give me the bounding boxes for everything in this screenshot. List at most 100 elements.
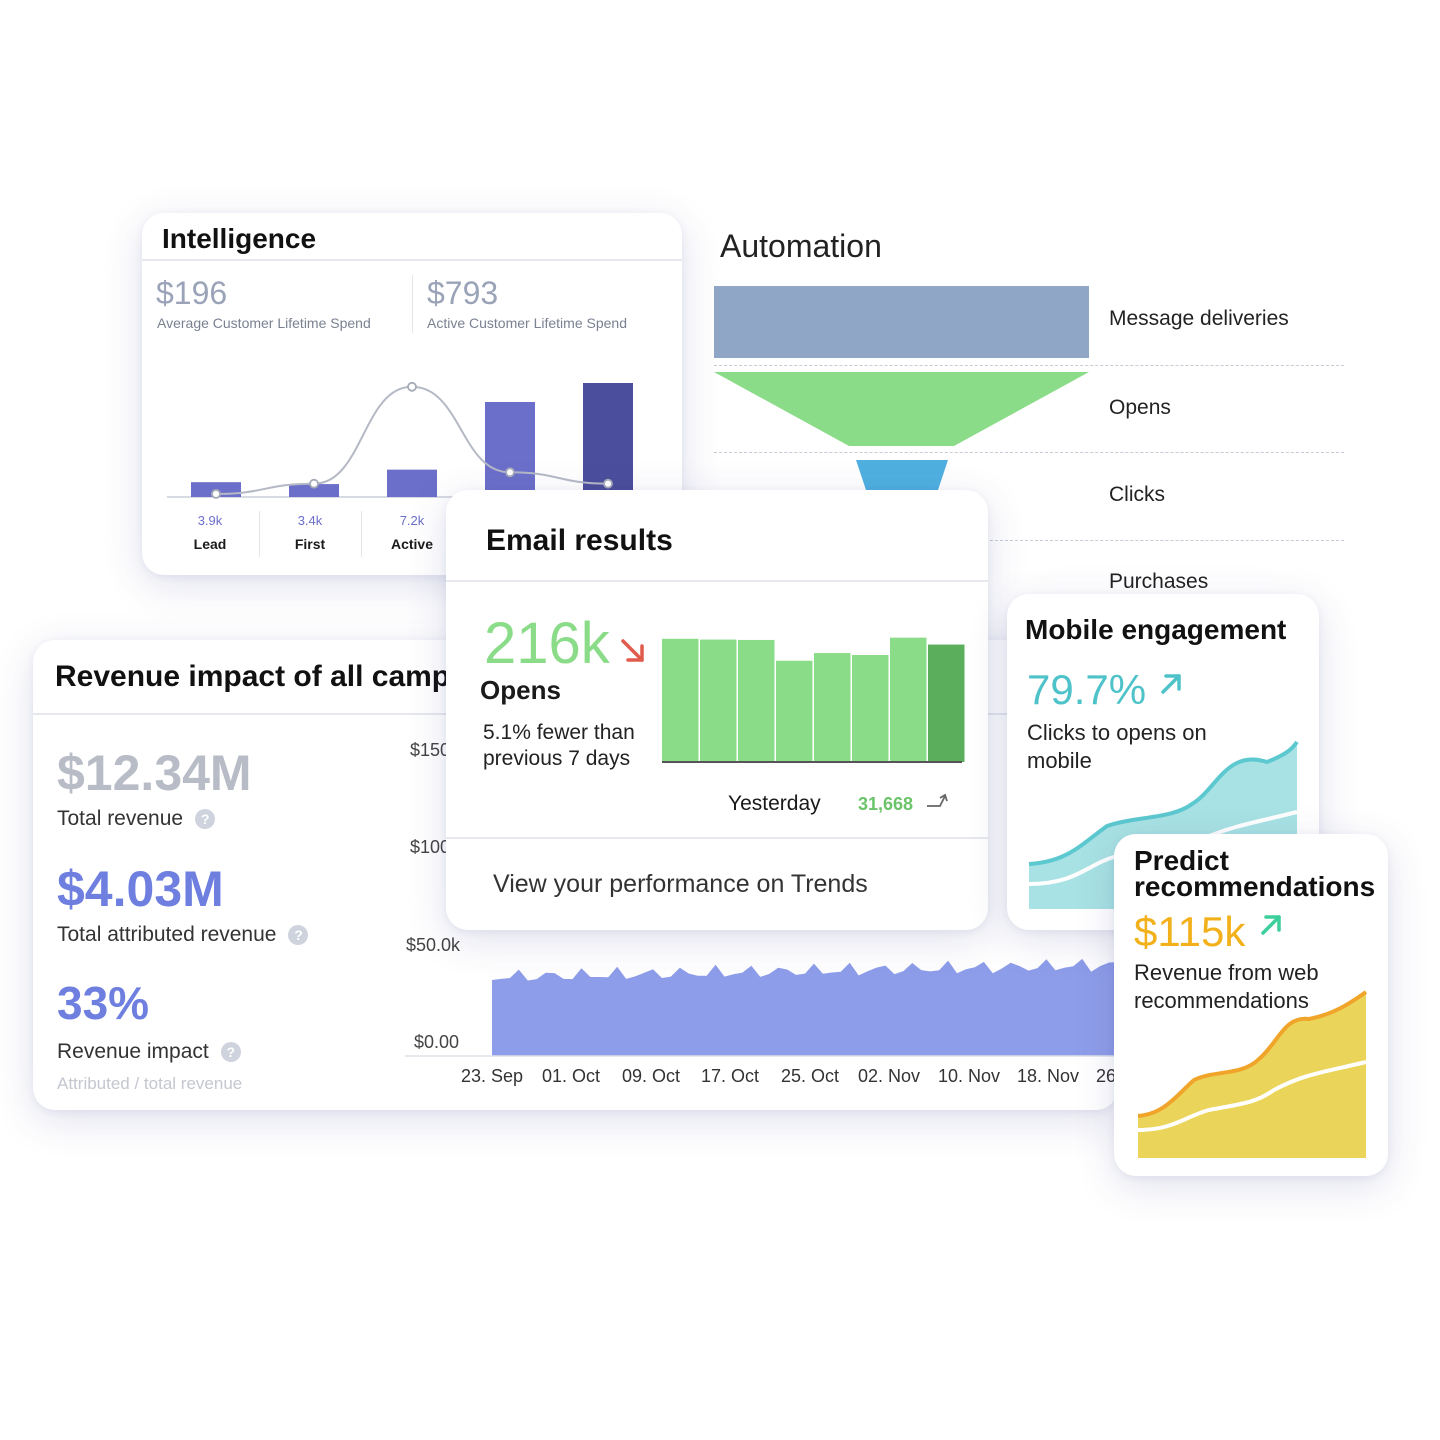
mobile-label: Clicks to opens on mobile <box>1027 720 1207 773</box>
intelligence-card: Intelligence $196 Average Customer Lifet… <box>142 213 682 575</box>
revenue-impact-subtitle: Attributed / total revenue <box>57 1074 243 1093</box>
mobile-engagement-title: Mobile engagement <box>1025 614 1287 645</box>
avg-spend-value: $196 <box>156 275 228 311</box>
arrow-up-right-icon <box>1161 674 1181 694</box>
segment-value: 3.4k <box>297 513 323 528</box>
x-tick: 18. Nov <box>1017 1066 1080 1086</box>
predict-label: Revenue from web recommendations <box>1134 960 1319 1013</box>
funnel-divider <box>714 452 1344 453</box>
curve-point <box>505 467 515 478</box>
total-revenue-label: Total revenue? <box>57 807 216 831</box>
metric-divider <box>412 275 413 333</box>
revenue-impact-text: Revenue impact <box>57 1040 209 1063</box>
revenue-impact-label: Revenue impact? <box>57 1040 241 1064</box>
spend-bar <box>485 402 535 497</box>
spend-bar <box>583 383 633 497</box>
curve-point <box>309 478 319 489</box>
funnel-divider <box>714 365 1344 366</box>
segment-divider <box>259 511 260 557</box>
segment-label: Lead <box>193 536 227 552</box>
x-tick: 10. Nov <box>938 1066 1001 1086</box>
revenue-impact-value: 33% <box>57 977 150 1029</box>
revenue-area <box>492 958 1118 1056</box>
help-icon[interactable]: ? <box>195 809 216 829</box>
segment-value: 3.9k <box>197 513 223 528</box>
x-tick: 17. Oct <box>701 1066 760 1086</box>
total-revenue-text: Total revenue <box>57 807 184 830</box>
opens-label: Opens <box>480 675 561 705</box>
stage-label-purchases: Purchases <box>1109 570 1209 593</box>
opens-bar <box>890 637 927 762</box>
trends-link[interactable]: View your performance on Trends <box>493 870 868 898</box>
opens-value: 216k <box>484 611 610 676</box>
predict-area-chart <box>1137 990 1368 1158</box>
mobile-area-line <box>1028 740 1299 866</box>
yesterday-value: 31,668 <box>858 794 914 814</box>
stage-label-clicks: Clicks <box>1109 483 1165 506</box>
segment-first[interactable]: 3.4k First <box>260 513 360 559</box>
opens-bar <box>700 639 737 762</box>
funnel-deliveries <box>714 286 1089 358</box>
x-tick: 25. Oct <box>781 1066 840 1086</box>
email-results-card: Email results 216k Opens 5.1% fewer than… <box>446 490 988 930</box>
segment-divider <box>361 511 362 557</box>
x-tick: 09. Oct <box>622 1066 681 1086</box>
x-tick: 23. Sep <box>461 1066 524 1086</box>
title-divider <box>142 259 682 261</box>
revenue-area-chart <box>405 958 1118 1057</box>
predict-area-fill <box>1138 992 1366 1158</box>
funnel-opens <box>714 372 1089 446</box>
y-tick: $0.00 <box>414 1032 460 1052</box>
segment-lead[interactable]: 3.9k Lead <box>162 513 258 559</box>
trend-up-icon <box>927 793 948 807</box>
arrow-up-right-icon <box>1261 915 1281 935</box>
email-results-title: Email results <box>486 524 673 557</box>
total-revenue-value: $12.34M <box>57 745 252 801</box>
title-divider <box>446 580 988 582</box>
spend-bar <box>289 484 339 497</box>
help-icon[interactable]: ? <box>220 1042 241 1062</box>
x-tick: 01. Oct <box>542 1066 601 1086</box>
attributed-revenue-label: Total attributed revenue? <box>57 923 309 947</box>
predict-title: Predict recommendations <box>1134 845 1376 902</box>
automation-title: Automation <box>720 228 882 264</box>
segment-value: 7.2k <box>399 513 425 528</box>
lifetime-spend-chart <box>167 381 642 499</box>
opens-change: 5.1% fewer than previous 7 days <box>483 721 635 770</box>
predict-value: $115k <box>1134 908 1246 955</box>
stage-label-deliveries: Message deliveries <box>1109 307 1289 330</box>
help-icon[interactable]: ? <box>288 925 309 945</box>
x-tick: 02. Nov <box>858 1066 921 1086</box>
footer-divider <box>446 837 988 839</box>
curve-point <box>603 478 613 489</box>
active-spend-value: $793 <box>427 275 499 311</box>
opens-bar <box>776 660 813 762</box>
yesterday-label: Yesterday <box>728 792 821 815</box>
attributed-revenue-text: Total attributed revenue <box>57 923 277 946</box>
curve-point <box>407 381 417 392</box>
spend-bar <box>387 469 437 497</box>
active-spend-label: Active Customer Lifetime Spend <box>427 315 627 331</box>
opens-bar <box>852 654 889 762</box>
mobile-value: 79.7% <box>1027 666 1147 713</box>
segment-label: First <box>294 536 326 552</box>
automation-funnel <box>714 286 1089 490</box>
stage-label-opens: Opens <box>1109 396 1171 419</box>
intelligence-title: Intelligence <box>162 223 317 254</box>
opens-bar <box>738 639 775 762</box>
predict-inner-line <box>1137 1060 1367 1132</box>
segment-label: Active <box>390 536 434 552</box>
attributed-revenue-value: $4.03M <box>57 861 224 917</box>
arrow-down-right-icon <box>621 639 644 662</box>
x-tick: 26. Nov <box>1096 1066 1118 1086</box>
funnel-divider <box>714 540 1344 541</box>
y-tick: $50.0k <box>406 935 461 955</box>
segment-active[interactable]: 7.2k Active <box>362 513 462 559</box>
opens-bar-chart <box>662 637 965 763</box>
predict-area-line <box>1137 990 1368 1118</box>
predict-recommendations-card: Predict recommendations $115k Revenue fr… <box>1114 834 1388 1176</box>
opens-bar <box>662 638 699 762</box>
funnel-clicks <box>856 460 948 490</box>
curve-point <box>211 489 221 499</box>
opens-bar <box>928 644 965 762</box>
